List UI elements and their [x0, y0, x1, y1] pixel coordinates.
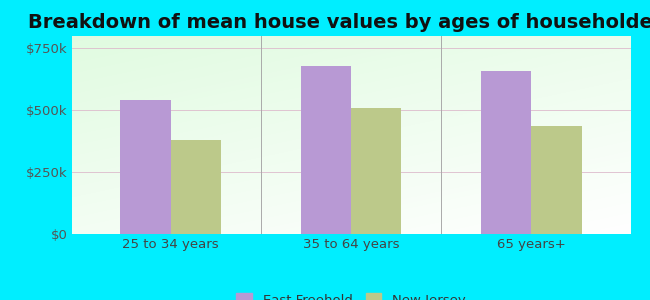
Bar — [531, 126, 582, 234]
Title: Breakdown of mean house values by ages of householders: Breakdown of mean house values by ages o… — [28, 13, 650, 32]
Bar — [120, 100, 171, 234]
Bar — [351, 108, 402, 234]
Legend: East Freehold, New Jersey: East Freehold, New Jersey — [232, 289, 470, 300]
Bar — [171, 140, 221, 234]
Bar — [300, 66, 351, 234]
Bar — [481, 71, 531, 234]
